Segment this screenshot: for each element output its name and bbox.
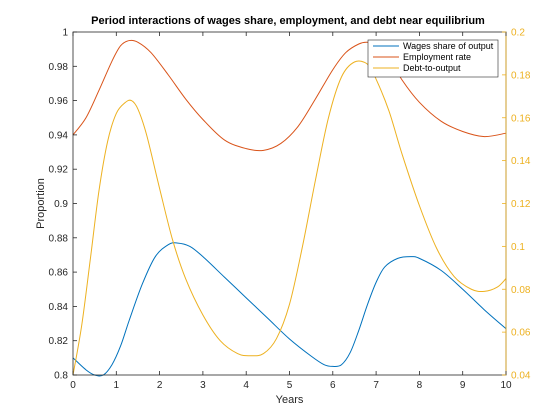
x-tick-label: 2 — [157, 380, 163, 391]
y-left-tick-label: 0.86 — [49, 268, 69, 279]
y-axis-left: 0.8 0.82 0.84 0.86 0.88 0.9 0.92 0.94 0.96 0.98 1 — [49, 28, 77, 382]
x-tick-label: 7 — [373, 380, 379, 391]
y-right-tick-label: 0.16 — [511, 113, 531, 124]
y-axis-label: Proportion — [35, 178, 47, 229]
series-line-1 — [72, 242, 507, 377]
y-right-tick-label: 0.14 — [511, 156, 531, 167]
series-layer — [72, 39, 507, 377]
y-left-tick-label: 0.9 — [54, 199, 68, 210]
series-line-3 — [72, 60, 507, 376]
y-left-tick-label: 0.8 — [54, 371, 68, 382]
y-right-tick-label: 0.06 — [511, 328, 531, 339]
y-left-tick-label: 0.88 — [49, 233, 69, 244]
legend-label: Wages share of output — [403, 41, 494, 51]
y-left-tick-label: 0.98 — [49, 62, 69, 73]
y-right-tick-label: 0.2 — [511, 28, 525, 39]
series-line-2 — [72, 39, 507, 152]
y-left-tick-label: 0.96 — [49, 96, 69, 107]
legend-label: Debt-to-output — [403, 63, 461, 73]
chart-title: Period interactions of wages share, empl… — [91, 15, 485, 27]
y-right-tick-label: 0.1 — [511, 242, 525, 253]
y-right-tick-label: 0.08 — [511, 285, 531, 296]
x-tick-label: 8 — [417, 380, 423, 391]
y-left-tick-label: 1 — [62, 28, 68, 39]
y-right-tick-label: 0.04 — [511, 371, 531, 382]
x-tick-label: 3 — [200, 380, 206, 391]
y-left-tick-label: 0.84 — [49, 302, 69, 313]
y-right-tick-label: 0.12 — [511, 199, 531, 210]
x-axis-label: Years — [276, 394, 304, 406]
y-left-tick-label: 0.82 — [49, 336, 69, 347]
y-right-tick-label: 0.18 — [511, 70, 531, 81]
plot-frame — [72, 31, 507, 376]
y-left-tick-label: 0.92 — [49, 165, 69, 176]
y-axis-right: 0.04 0.06 0.08 0.1 0.12 0.14 0.16 0.18 0.2 — [502, 28, 531, 382]
legend-label: Employment rate — [403, 52, 471, 62]
x-tick-label: 5 — [287, 380, 293, 391]
x-tick-label: 6 — [330, 380, 336, 391]
x-tick-label: 9 — [460, 380, 466, 391]
y-left-tick-label: 0.94 — [49, 130, 69, 141]
x-tick-label: 1 — [114, 380, 120, 391]
x-tick-label: 4 — [243, 380, 249, 391]
x-axis: 0 1 2 3 4 5 6 7 8 9 10 — [70, 32, 512, 391]
x-tick-label: 0 — [70, 380, 76, 391]
x-tick-label: 10 — [500, 380, 512, 391]
